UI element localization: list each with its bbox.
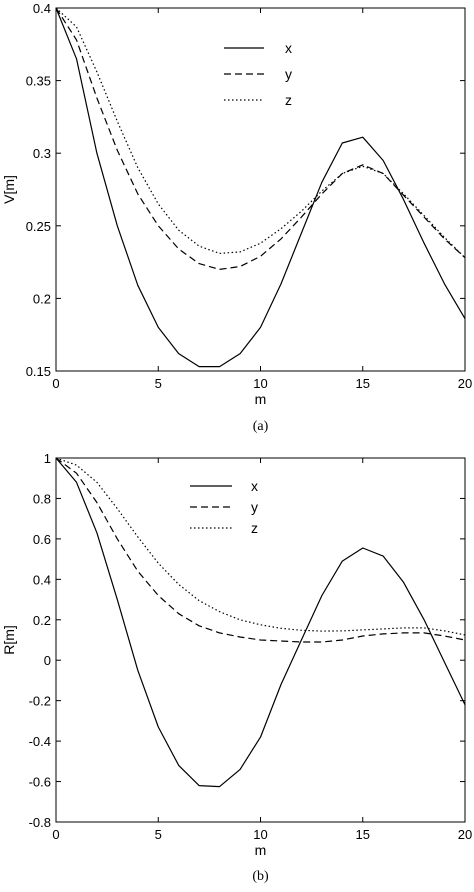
series-line-y [55, 457, 466, 643]
x-tick-label: 5 [155, 827, 162, 842]
series-line-z [55, 457, 466, 636]
y-tick-label: 0.4 [33, 1, 51, 16]
legend-label-z: z [285, 92, 292, 108]
y-axis-label: V[m] [1, 175, 17, 204]
legend-label-y: y [251, 499, 258, 515]
x-tick-label: 5 [155, 376, 162, 391]
y-tick-label: 0.4 [33, 572, 51, 587]
chart-caption: (b) [252, 869, 269, 884]
series-line-x [55, 457, 466, 788]
y-tick-label: 0.8 [33, 491, 51, 506]
y-tick-label: 1 [44, 451, 51, 466]
x-tick-label: 15 [356, 827, 370, 842]
y-tick-label: 0.15 [26, 364, 51, 379]
chart-caption: (a) [253, 419, 269, 434]
legend-label-y: y [285, 66, 292, 82]
chart-b: 0 5 10 15 20 -0.8 -0.6 -0.4 -0.2 0 0.2 0.4 0.6 0.8 1 m R… [1, 451, 472, 884]
x-tick-label: 10 [253, 376, 267, 391]
x-tick-label: 20 [458, 827, 472, 842]
legend-label-z: z [251, 520, 258, 536]
y-tick-label: -0.2 [29, 694, 51, 709]
legend-label-x: x [285, 40, 292, 56]
plot-frame [55, 7, 466, 372]
series-line-y [55, 7, 466, 270]
series-line-z [55, 7, 466, 259]
y-tick-label: 0.2 [33, 291, 51, 306]
x-axis-label: m [255, 391, 267, 407]
x-tick-label: 0 [52, 827, 59, 842]
y-tick-label: 0.35 [26, 74, 51, 89]
y-tick-label: -0.6 [29, 775, 51, 790]
legend-label-x: x [251, 478, 258, 494]
x-tick-label: 0 [52, 376, 59, 391]
x-tick-label: 10 [253, 827, 267, 842]
series-line-x [55, 7, 466, 368]
y-tick-label: -0.4 [29, 734, 51, 749]
x-tick-label: 15 [356, 376, 370, 391]
y-tick-label: 0.25 [26, 219, 51, 234]
x-axis-label: m [255, 842, 267, 858]
x-tick-label: 20 [458, 376, 472, 391]
chart-a: 0 5 10 15 20 0.15 0.2 0.25 0.3 0.35 0.4 m V[m] (a) xyz [1, 1, 472, 434]
y-tick-label: -0.8 [29, 815, 51, 830]
y-tick-label: 0 [44, 653, 51, 668]
y-tick-label: 0.2 [33, 613, 51, 628]
y-axis-label: R[m] [1, 625, 17, 655]
y-tick-label: 0.3 [33, 146, 51, 161]
y-tick-label: 0.6 [33, 532, 51, 547]
